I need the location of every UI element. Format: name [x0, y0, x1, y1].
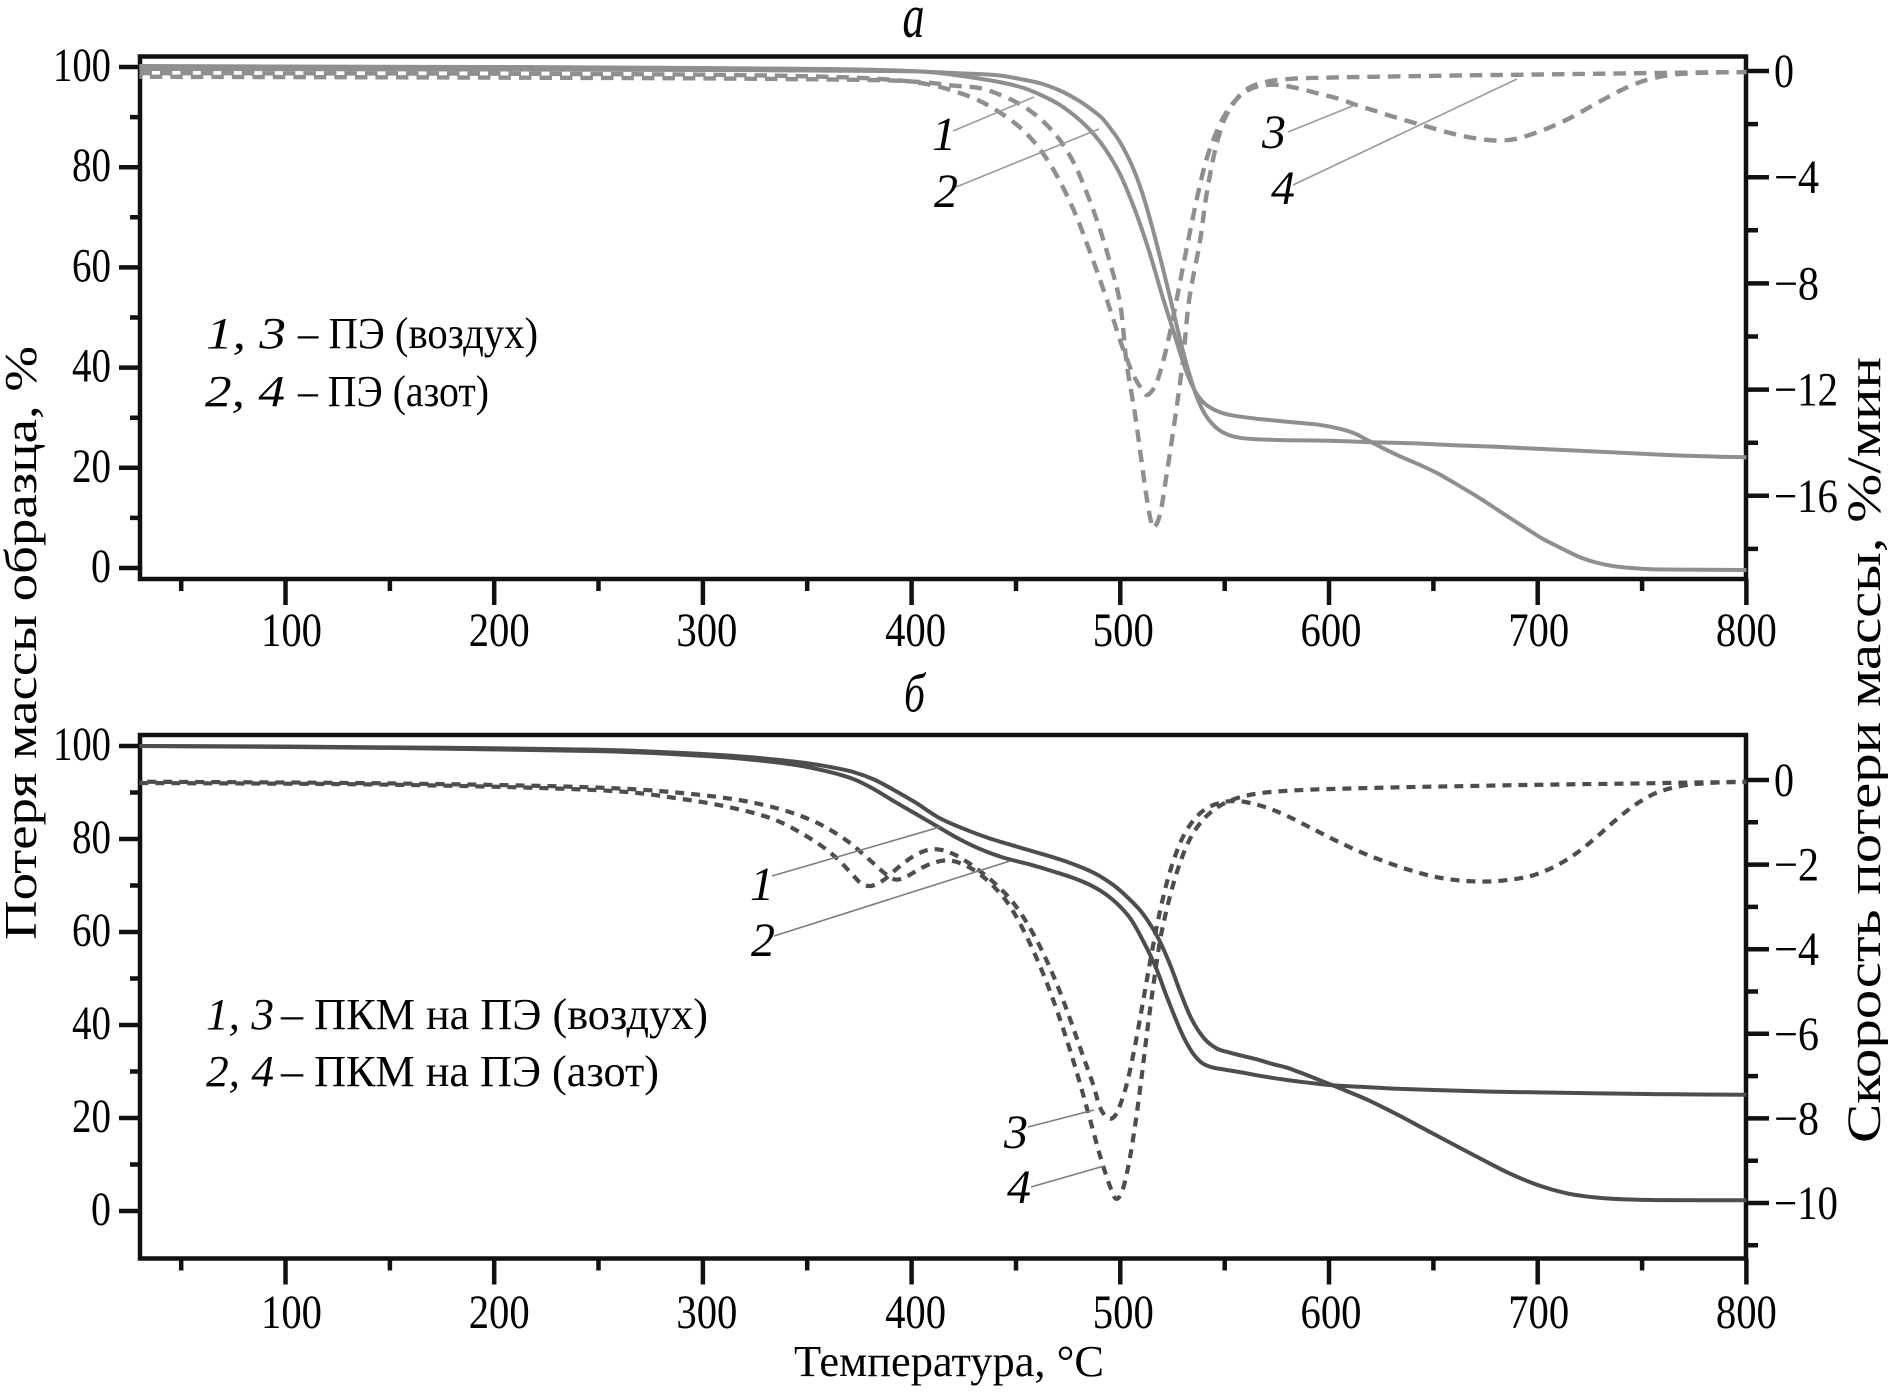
svg-text:0: 0 [1774, 754, 1794, 807]
svg-text:40: 40 [72, 340, 111, 393]
svg-text:1: 1 [932, 108, 956, 161]
svg-text:−2: −2 [1774, 839, 1819, 892]
svg-text:−4: −4 [1774, 923, 1819, 976]
svg-text:700: 700 [1508, 1286, 1569, 1339]
svg-text:– ПКМ на ПЭ (воздух): – ПКМ на ПЭ (воздух) [280, 990, 708, 1039]
svg-text:500: 500 [1093, 604, 1154, 657]
svg-text:20: 20 [72, 1090, 111, 1143]
svg-text:80: 80 [72, 811, 111, 864]
svg-text:−8: −8 [1774, 1092, 1819, 1145]
svg-text:−12: −12 [1774, 364, 1838, 417]
svg-text:2: 2 [934, 165, 958, 218]
svg-text:– ПЭ (азот): – ПЭ (азот) [297, 367, 489, 416]
svg-text:3: 3 [1003, 1106, 1028, 1159]
svg-text:а: а [903, 0, 925, 51]
svg-text:4: 4 [1271, 162, 1295, 215]
svg-text:1, 3: 1, 3 [206, 309, 286, 358]
svg-text:200: 200 [469, 1286, 530, 1339]
svg-text:0: 0 [91, 540, 111, 593]
svg-text:100: 100 [53, 718, 111, 771]
svg-text:−10: −10 [1774, 1177, 1838, 1230]
svg-text:3: 3 [1261, 106, 1286, 159]
svg-text:200: 200 [469, 604, 530, 657]
svg-text:0: 0 [91, 1183, 111, 1236]
svg-text:300: 300 [676, 1286, 737, 1339]
svg-text:2, 4: 2, 4 [206, 1047, 274, 1096]
svg-text:1, 3: 1, 3 [206, 990, 274, 1039]
svg-text:300: 300 [676, 604, 737, 657]
svg-text:−6: −6 [1774, 1008, 1819, 1061]
svg-text:Скорость потери массы, %/мин: Скорость потери массы, %/мин [1838, 357, 1888, 1143]
svg-text:400: 400 [885, 1286, 946, 1339]
svg-text:1: 1 [750, 858, 774, 911]
svg-text:60: 60 [72, 239, 111, 292]
svg-text:700: 700 [1508, 604, 1569, 657]
svg-text:−8: −8 [1774, 257, 1819, 310]
svg-text:500: 500 [1093, 1286, 1154, 1339]
svg-text:Потеря массы образца, %: Потеря массы образца, % [0, 346, 46, 940]
svg-text:800: 800 [1716, 604, 1777, 657]
svg-text:2: 2 [751, 914, 775, 967]
svg-text:40: 40 [72, 997, 111, 1050]
svg-text:100: 100 [53, 39, 111, 92]
svg-text:100: 100 [261, 604, 322, 657]
svg-text:100: 100 [261, 1286, 322, 1339]
svg-text:– ПКМ на ПЭ (азот): – ПКМ на ПЭ (азот) [280, 1047, 659, 1096]
svg-text:4: 4 [1007, 1161, 1031, 1214]
svg-text:Температура, °С: Температура, °С [794, 1337, 1104, 1386]
svg-text:−16: −16 [1774, 470, 1838, 523]
svg-text:800: 800 [1716, 1286, 1777, 1339]
svg-text:– ПЭ (воздух): – ПЭ (воздух) [297, 309, 538, 358]
svg-text:60: 60 [72, 904, 111, 957]
svg-text:б: б [904, 663, 927, 724]
svg-text:0: 0 [1774, 45, 1794, 98]
svg-text:600: 600 [1301, 604, 1362, 657]
svg-text:2, 4: 2, 4 [205, 367, 285, 416]
svg-text:400: 400 [885, 604, 946, 657]
svg-text:20: 20 [72, 440, 111, 493]
svg-text:−4: −4 [1774, 151, 1819, 204]
svg-text:80: 80 [72, 139, 111, 192]
svg-text:600: 600 [1301, 1286, 1362, 1339]
